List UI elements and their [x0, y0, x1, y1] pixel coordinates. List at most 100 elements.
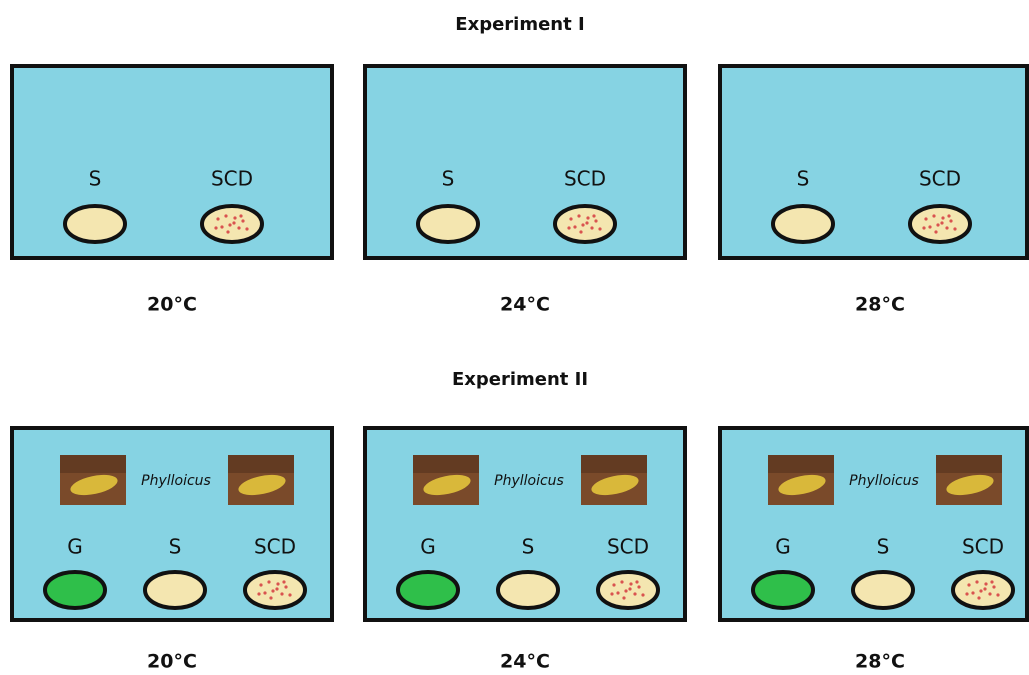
dish — [396, 570, 460, 610]
dish-dot — [237, 226, 241, 230]
dish — [951, 570, 1015, 610]
dish-dot — [581, 223, 585, 227]
dish-dot — [971, 591, 975, 595]
image-larva — [423, 474, 471, 496]
dish-dot — [228, 223, 232, 227]
dish-dot — [226, 230, 230, 234]
dish-dot — [239, 214, 243, 218]
dish-dot — [585, 221, 589, 225]
dish-dot — [988, 592, 992, 596]
dish-dot — [620, 580, 624, 584]
organism-name: Phylloicus — [494, 473, 564, 489]
dish-label: S — [877, 535, 890, 559]
dish-dot — [983, 587, 987, 591]
dish-dot — [275, 587, 279, 591]
dish-dot — [629, 582, 633, 586]
dish-dot — [259, 583, 263, 587]
panel — [363, 64, 687, 260]
dish-dot — [965, 592, 969, 596]
dish-dot — [984, 582, 988, 586]
organism-image — [768, 455, 834, 505]
dish-dot — [269, 596, 273, 600]
image-larva — [70, 474, 118, 496]
dish-label: S — [522, 535, 535, 559]
organism-image — [60, 455, 126, 505]
dish-dot — [610, 592, 614, 596]
dish-dot — [979, 589, 983, 593]
dish-label: SCD — [919, 167, 961, 191]
dish-dot — [624, 589, 628, 593]
dish-dot — [945, 226, 949, 230]
dish — [243, 570, 307, 610]
dish-dot — [612, 583, 616, 587]
dish — [200, 204, 264, 244]
dish-label: S — [442, 167, 455, 191]
dish-dot — [637, 585, 641, 589]
image-shade — [60, 455, 126, 473]
dish-dot — [271, 589, 275, 593]
dish-dot — [245, 227, 249, 231]
organism-name: Phylloicus — [141, 473, 211, 489]
dish-dot — [940, 221, 944, 225]
dish-label: G — [775, 535, 791, 559]
experiment-title: Experiment II — [452, 369, 588, 390]
dish-label: SCD — [564, 167, 606, 191]
dish-dot — [257, 592, 261, 596]
dish-label: SCD — [211, 167, 253, 191]
dish — [553, 204, 617, 244]
temperature: 20°C — [147, 651, 197, 673]
dish-dot — [941, 216, 945, 220]
organism-image — [581, 455, 647, 505]
dish-dot — [936, 223, 940, 227]
image-larva — [591, 474, 639, 496]
dish-dot — [276, 582, 280, 586]
dish-dot — [232, 221, 236, 225]
dish — [751, 570, 815, 610]
temperature: 28°C — [855, 294, 905, 316]
dish — [43, 570, 107, 610]
organism-image — [936, 455, 1002, 505]
dish-dot — [214, 226, 218, 230]
dish — [596, 570, 660, 610]
dish-dot — [579, 230, 583, 234]
panel — [10, 64, 334, 260]
dish-dot — [947, 214, 951, 218]
image-shade — [413, 455, 479, 473]
dish — [496, 570, 560, 610]
dish-dot — [949, 219, 953, 223]
dish-dot — [977, 596, 981, 600]
dish-dot — [241, 219, 245, 223]
organism-name: Phylloicus — [849, 473, 919, 489]
dish-label: S — [169, 535, 182, 559]
dish-dot — [967, 583, 971, 587]
dish-dot — [953, 227, 957, 231]
dish-dot — [934, 230, 938, 234]
temperature: 20°C — [147, 294, 197, 316]
dish-dot — [569, 217, 573, 221]
dish-dot — [932, 214, 936, 218]
dish-dot — [928, 225, 932, 229]
dish-label: G — [420, 535, 436, 559]
organism-image — [413, 455, 479, 505]
dish-dot — [577, 214, 581, 218]
dish-dot — [592, 214, 596, 218]
dish-dot — [922, 226, 926, 230]
dish-dot — [590, 226, 594, 230]
dish-dot — [990, 580, 994, 584]
dish-label: G — [67, 535, 83, 559]
dish — [143, 570, 207, 610]
dish-dot — [992, 585, 996, 589]
dish-dot — [284, 585, 288, 589]
image-shade — [768, 455, 834, 473]
dish-label: SCD — [962, 535, 1004, 559]
panel — [718, 64, 1029, 260]
dish-dot — [288, 593, 292, 597]
dish-dot — [567, 226, 571, 230]
dish-dot — [641, 593, 645, 597]
dish — [908, 204, 972, 244]
dish-dot — [996, 593, 1000, 597]
dish-dot — [598, 227, 602, 231]
dish-label: S — [89, 167, 102, 191]
temperature: 28°C — [855, 651, 905, 673]
dish-dot — [282, 580, 286, 584]
